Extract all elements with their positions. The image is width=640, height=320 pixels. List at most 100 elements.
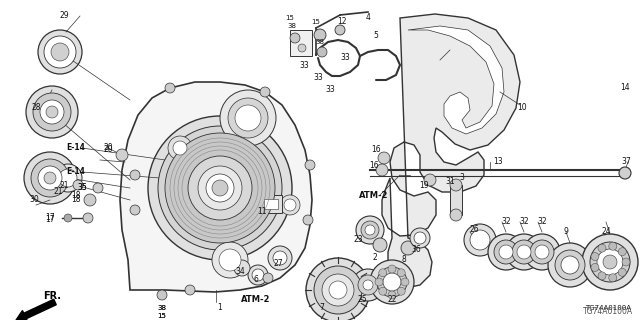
Circle shape bbox=[158, 126, 282, 250]
Circle shape bbox=[363, 280, 373, 290]
Text: 26: 26 bbox=[469, 226, 479, 235]
Text: 13: 13 bbox=[493, 157, 503, 166]
Circle shape bbox=[548, 243, 592, 287]
Text: 21: 21 bbox=[53, 188, 63, 196]
Circle shape bbox=[38, 166, 62, 190]
Text: 38: 38 bbox=[157, 305, 166, 311]
Circle shape bbox=[165, 133, 275, 243]
Circle shape bbox=[582, 234, 638, 290]
Text: 3: 3 bbox=[460, 173, 465, 182]
Circle shape bbox=[260, 87, 270, 97]
Circle shape bbox=[44, 36, 76, 68]
Circle shape bbox=[598, 244, 606, 252]
Text: 21: 21 bbox=[60, 180, 68, 189]
Text: FR.: FR. bbox=[43, 291, 61, 301]
Text: 33: 33 bbox=[313, 74, 323, 83]
Text: 29: 29 bbox=[59, 12, 69, 20]
Text: 15: 15 bbox=[157, 313, 166, 319]
Text: 34: 34 bbox=[235, 268, 245, 276]
Circle shape bbox=[305, 160, 315, 170]
Text: 19: 19 bbox=[419, 181, 429, 190]
Circle shape bbox=[130, 205, 140, 215]
Circle shape bbox=[24, 152, 76, 204]
Circle shape bbox=[303, 215, 313, 225]
Text: 10: 10 bbox=[517, 103, 527, 113]
Text: 23: 23 bbox=[353, 236, 363, 244]
Text: 36: 36 bbox=[411, 245, 421, 254]
Circle shape bbox=[622, 258, 630, 266]
Circle shape bbox=[375, 278, 383, 286]
Circle shape bbox=[512, 240, 536, 264]
Circle shape bbox=[597, 249, 623, 275]
Circle shape bbox=[383, 273, 401, 291]
Text: 15: 15 bbox=[312, 19, 321, 25]
Circle shape bbox=[235, 105, 261, 131]
Circle shape bbox=[212, 242, 248, 278]
Text: ATM-2: ATM-2 bbox=[241, 295, 271, 305]
Circle shape bbox=[424, 174, 436, 186]
Text: 4: 4 bbox=[365, 13, 371, 22]
Circle shape bbox=[499, 245, 513, 259]
Circle shape bbox=[84, 194, 96, 206]
Text: 38: 38 bbox=[287, 23, 296, 29]
Text: 35: 35 bbox=[77, 183, 87, 193]
Text: 20: 20 bbox=[103, 146, 113, 155]
Circle shape bbox=[410, 228, 430, 248]
Bar bbox=[260, 195, 282, 213]
Circle shape bbox=[379, 287, 387, 295]
Text: 33: 33 bbox=[299, 60, 309, 69]
Circle shape bbox=[401, 241, 415, 255]
Text: 7: 7 bbox=[319, 303, 324, 313]
Text: 14: 14 bbox=[620, 84, 630, 92]
Text: 37: 37 bbox=[621, 157, 631, 166]
Text: 5: 5 bbox=[374, 31, 378, 41]
Circle shape bbox=[618, 248, 627, 256]
Circle shape bbox=[40, 100, 64, 124]
Text: 1: 1 bbox=[218, 303, 222, 313]
Circle shape bbox=[376, 164, 388, 176]
Text: E-14: E-14 bbox=[67, 167, 85, 177]
Circle shape bbox=[373, 238, 387, 252]
Text: 30: 30 bbox=[29, 196, 39, 204]
Circle shape bbox=[470, 230, 490, 250]
Circle shape bbox=[358, 275, 378, 295]
Text: 2: 2 bbox=[372, 253, 378, 262]
Circle shape bbox=[450, 179, 462, 191]
Text: 17: 17 bbox=[45, 213, 55, 222]
Circle shape bbox=[46, 106, 58, 118]
Circle shape bbox=[64, 214, 72, 222]
Text: 32: 32 bbox=[501, 218, 511, 227]
Bar bbox=[450, 185, 462, 215]
Text: 20: 20 bbox=[103, 143, 113, 153]
Circle shape bbox=[31, 159, 69, 197]
Circle shape bbox=[365, 225, 375, 235]
Text: 22: 22 bbox=[387, 295, 397, 305]
Circle shape bbox=[26, 86, 78, 138]
Circle shape bbox=[130, 170, 140, 180]
Circle shape bbox=[206, 174, 234, 202]
Polygon shape bbox=[408, 26, 504, 134]
Text: 32: 32 bbox=[519, 218, 529, 227]
Circle shape bbox=[248, 265, 268, 285]
Text: TG74A0100A: TG74A0100A bbox=[583, 308, 633, 316]
Circle shape bbox=[590, 242, 630, 282]
Circle shape bbox=[33, 93, 71, 131]
Text: 16: 16 bbox=[369, 161, 379, 170]
Text: 32: 32 bbox=[537, 218, 547, 227]
Circle shape bbox=[73, 180, 83, 190]
Circle shape bbox=[54, 164, 82, 192]
Circle shape bbox=[263, 273, 273, 283]
Text: 11: 11 bbox=[257, 207, 267, 217]
Circle shape bbox=[188, 156, 252, 220]
Circle shape bbox=[252, 269, 264, 281]
Circle shape bbox=[268, 246, 292, 270]
Circle shape bbox=[335, 25, 345, 35]
Circle shape bbox=[561, 256, 579, 274]
Circle shape bbox=[317, 47, 327, 57]
Circle shape bbox=[212, 180, 228, 196]
Text: 8: 8 bbox=[402, 255, 406, 265]
Circle shape bbox=[388, 291, 396, 299]
Text: 38: 38 bbox=[157, 305, 166, 311]
Circle shape bbox=[530, 240, 554, 264]
Circle shape bbox=[44, 172, 56, 184]
